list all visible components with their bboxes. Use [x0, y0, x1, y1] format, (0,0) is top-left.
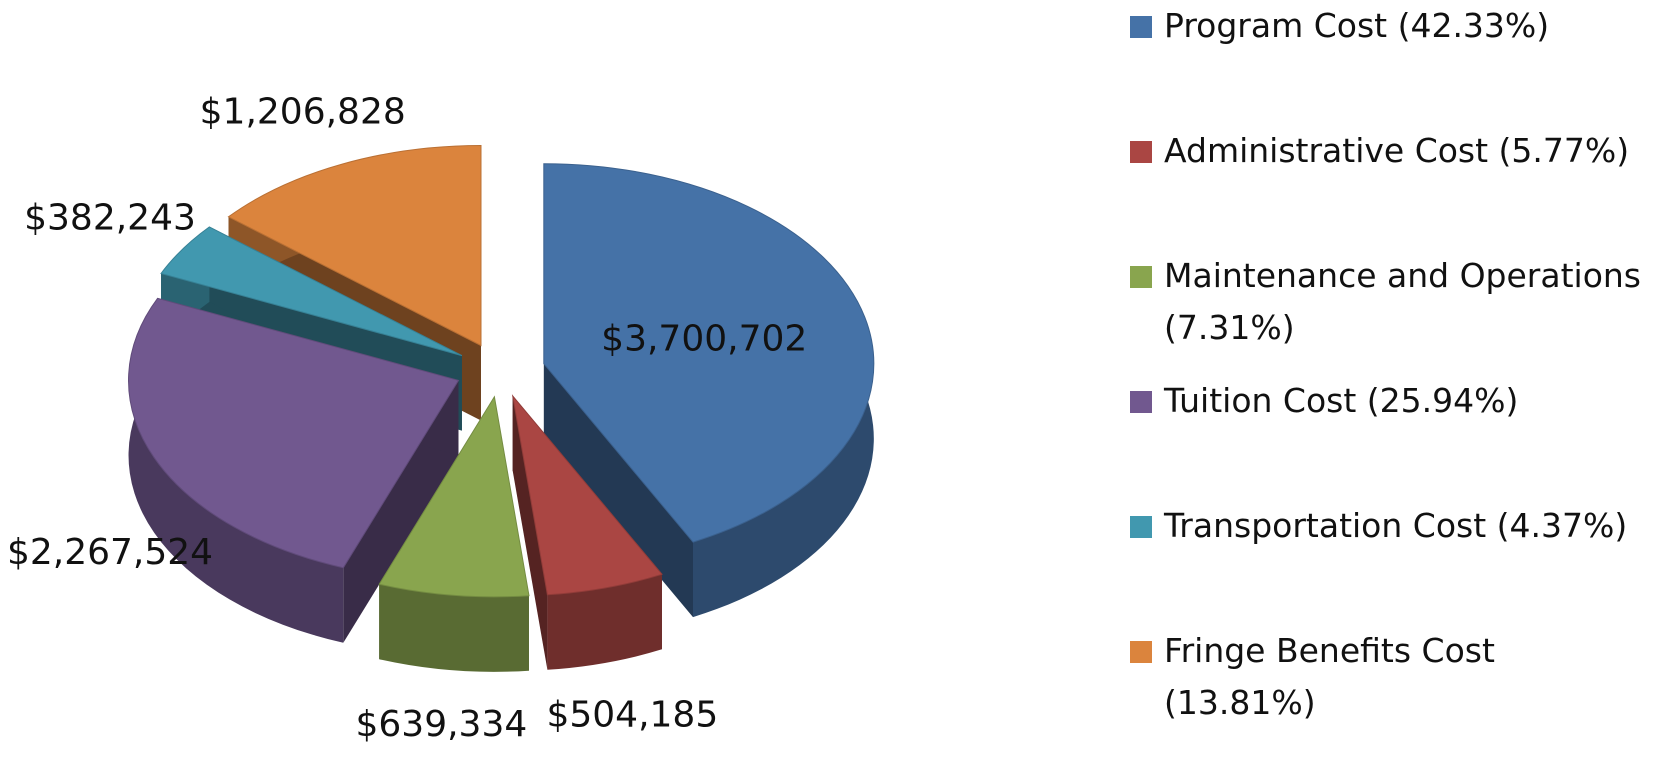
legend-swatch [1130, 266, 1152, 288]
legend-label: Program Cost (42.33%) [1164, 6, 1550, 45]
legend-swatch [1130, 516, 1152, 538]
legend-swatch [1130, 391, 1152, 413]
slice-side [512, 395, 548, 670]
pie-area: $3,700,702 $504,185 $639,334 $2,267,524 $382… [7, 91, 875, 745]
legend-item: Maintenance and Operations (7.31%) [1130, 250, 1650, 354]
data-label: $2,267,524 [7, 532, 213, 573]
slice [543, 163, 875, 618]
slice [128, 297, 460, 569]
legend-label: Tuition Cost (25.94%) [1164, 381, 1519, 420]
slice-edge [547, 574, 662, 670]
legend-item: Transportation Cost (4.37%) [1130, 500, 1650, 552]
slice-side [543, 363, 693, 618]
slice [128, 297, 460, 643]
data-label: $639,334 [355, 704, 527, 745]
slice [378, 395, 530, 672]
slice [227, 144, 482, 347]
data-label: $1,206,828 [200, 91, 406, 132]
legend-label: Transportation Cost (4.37%) [1164, 506, 1628, 545]
data-label: $504,185 [546, 694, 718, 735]
slice [543, 163, 875, 543]
legend-label: Administrative Cost (5.77%) [1164, 131, 1630, 170]
slice [160, 226, 463, 357]
data-label: $382,243 [24, 197, 196, 238]
legend-swatch [1130, 641, 1152, 663]
slice-edge [379, 584, 529, 672]
legend-label: Fringe Benefits Cost (13.81%) [1164, 631, 1495, 722]
slice [511, 394, 663, 670]
slice-edge [128, 298, 344, 643]
data-label: $3,700,702 [601, 318, 807, 359]
legend-item: Fringe Benefits Cost (13.81%) [1130, 625, 1650, 729]
legend-item: Tuition Cost (25.94%) [1130, 375, 1650, 427]
slice [511, 394, 663, 596]
legend-swatch [1130, 16, 1152, 38]
legend-item: Program Cost (42.33%) [1130, 0, 1650, 52]
legend-item: Administrative Cost (5.77%) [1130, 125, 1650, 177]
legend-label: Maintenance and Operations (7.31%) [1164, 256, 1642, 347]
legend-swatch [1130, 141, 1152, 163]
slice [378, 395, 530, 598]
